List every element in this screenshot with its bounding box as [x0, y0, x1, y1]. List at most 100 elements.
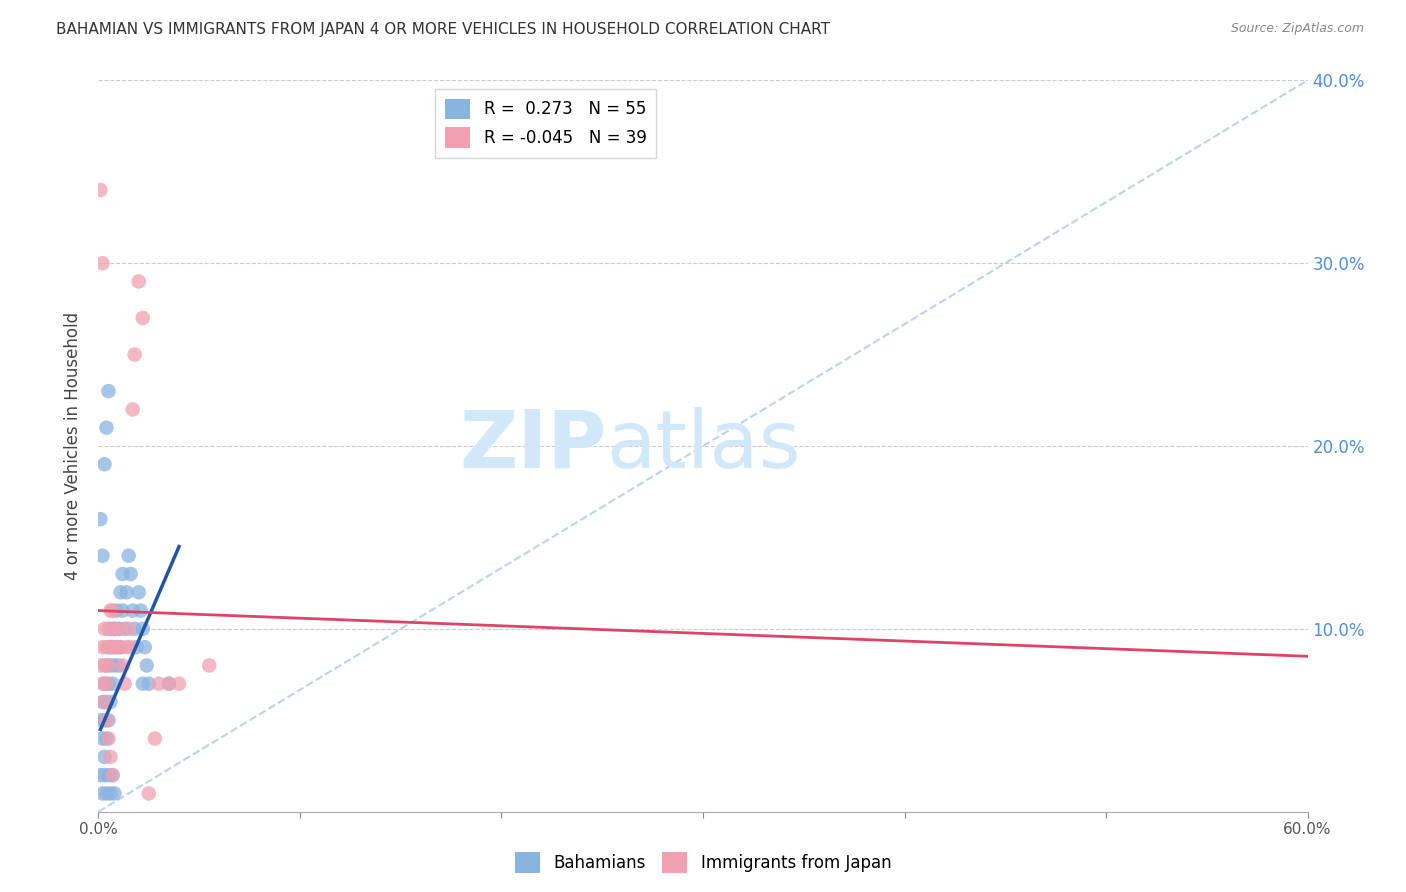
- Point: [89, 183, 111, 197]
- Point: [105, 640, 128, 655]
- Point: [120, 567, 142, 582]
- Point: [100, 658, 122, 673]
- Text: BAHAMIAN VS IMMIGRANTS FROM JAPAN 4 OR MORE VEHICLES IN HOUSEHOLD CORRELATION CH: BAHAMIAN VS IMMIGRANTS FROM JAPAN 4 OR M…: [56, 22, 830, 37]
- Point: [96, 421, 118, 435]
- Point: [97, 622, 120, 636]
- Text: ZIP: ZIP: [458, 407, 606, 485]
- Point: [115, 640, 138, 655]
- Point: [97, 658, 120, 673]
- Point: [101, 768, 124, 782]
- Point: [125, 640, 148, 655]
- Point: [101, 676, 124, 690]
- Point: [89, 714, 111, 728]
- Legend: R =  0.273   N = 55, R = -0.045   N = 39: R = 0.273 N = 55, R = -0.045 N = 39: [436, 88, 657, 158]
- Point: [97, 640, 120, 655]
- Point: [121, 603, 143, 617]
- Point: [134, 640, 156, 655]
- Point: [91, 640, 114, 655]
- Point: [97, 731, 120, 746]
- Point: [96, 695, 118, 709]
- Point: [128, 275, 150, 289]
- Point: [107, 658, 129, 673]
- Point: [118, 549, 141, 563]
- Point: [107, 622, 129, 636]
- Legend: Bahamians, Immigrants from Japan: Bahamians, Immigrants from Japan: [508, 846, 898, 880]
- Point: [103, 787, 125, 801]
- Point: [135, 658, 157, 673]
- Point: [107, 622, 129, 636]
- Point: [103, 658, 125, 673]
- Y-axis label: 4 or more Vehicles in Household: 4 or more Vehicles in Household: [65, 312, 83, 580]
- Point: [100, 640, 122, 655]
- Point: [167, 676, 190, 690]
- Point: [128, 585, 150, 599]
- Point: [132, 622, 155, 636]
- Point: [101, 768, 124, 782]
- Point: [93, 695, 115, 709]
- Point: [103, 622, 125, 636]
- Point: [100, 787, 122, 801]
- Point: [91, 256, 114, 270]
- Point: [157, 676, 180, 690]
- Point: [132, 311, 155, 326]
- Point: [101, 640, 124, 655]
- Point: [105, 603, 128, 617]
- Point: [97, 714, 120, 728]
- Point: [89, 512, 111, 526]
- Point: [93, 749, 115, 764]
- Point: [110, 640, 132, 655]
- Point: [100, 695, 122, 709]
- Point: [111, 567, 134, 582]
- Point: [121, 402, 143, 417]
- Point: [110, 640, 132, 655]
- Point: [124, 348, 146, 362]
- Point: [89, 768, 111, 782]
- Point: [103, 622, 125, 636]
- Point: [91, 787, 114, 801]
- Point: [97, 384, 120, 399]
- Point: [138, 787, 160, 801]
- Point: [120, 640, 142, 655]
- Point: [101, 603, 124, 617]
- Point: [96, 731, 118, 746]
- Point: [89, 658, 111, 673]
- Point: [91, 695, 114, 709]
- Point: [143, 731, 166, 746]
- Point: [138, 676, 160, 690]
- Point: [198, 658, 221, 673]
- Point: [114, 676, 136, 690]
- Point: [118, 622, 141, 636]
- Point: [111, 603, 134, 617]
- Point: [96, 787, 118, 801]
- Point: [110, 585, 132, 599]
- Point: [157, 676, 180, 690]
- Point: [93, 458, 115, 472]
- Point: [96, 658, 118, 673]
- Point: [124, 622, 146, 636]
- Point: [115, 585, 138, 599]
- Point: [114, 622, 136, 636]
- Point: [93, 768, 115, 782]
- Point: [96, 640, 118, 655]
- Point: [96, 676, 118, 690]
- Point: [100, 603, 122, 617]
- Point: [91, 549, 114, 563]
- Point: [97, 768, 120, 782]
- Point: [148, 676, 170, 690]
- Point: [91, 731, 114, 746]
- Point: [91, 676, 114, 690]
- Point: [97, 676, 120, 690]
- Point: [93, 714, 115, 728]
- Point: [105, 640, 128, 655]
- Point: [100, 622, 122, 636]
- Point: [93, 622, 115, 636]
- Text: atlas: atlas: [606, 407, 800, 485]
- Point: [129, 603, 152, 617]
- Point: [100, 749, 122, 764]
- Point: [96, 714, 118, 728]
- Text: Source: ZipAtlas.com: Source: ZipAtlas.com: [1230, 22, 1364, 36]
- Point: [93, 676, 115, 690]
- Point: [111, 658, 134, 673]
- Point: [93, 658, 115, 673]
- Point: [101, 640, 124, 655]
